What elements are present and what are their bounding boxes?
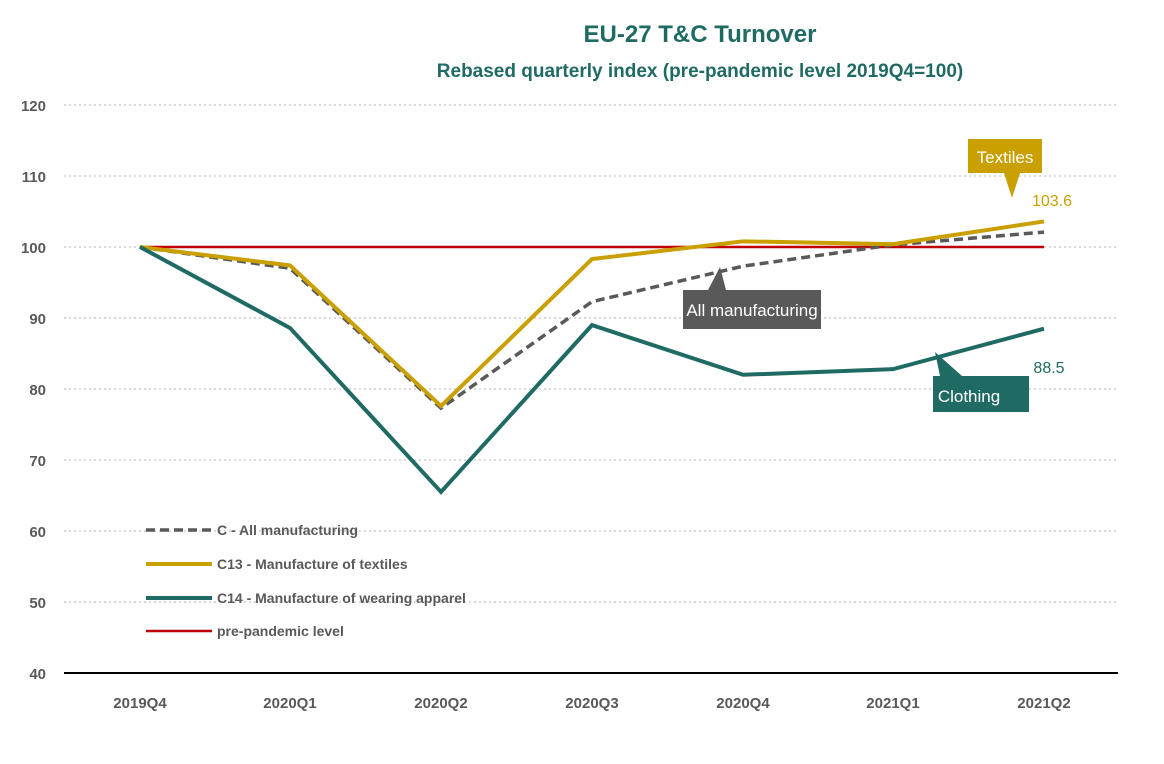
data-label-clothing-2021q2: 88.5 xyxy=(1033,360,1064,377)
y-tick-label: 120 xyxy=(21,98,46,115)
callouts: Textiles All manufacturing Clothing 103.6 88… xyxy=(683,139,1072,412)
legend-label: C14 - Manufacture of wearing apparel xyxy=(217,590,466,606)
series-line-2 xyxy=(139,245,1045,495)
y-tick-label: 100 xyxy=(21,240,46,257)
callout-box-all-manufacturing xyxy=(683,267,821,329)
callout-label-textiles: Textiles xyxy=(977,148,1034,167)
callout-box-clothing xyxy=(933,352,1029,412)
series-line-1 xyxy=(139,219,1045,409)
y-tick-label: 110 xyxy=(22,169,46,186)
x-tick-label: 2021Q2 xyxy=(1017,695,1070,712)
y-tick-label: 90 xyxy=(29,311,46,328)
y-axis-ticks: 40 50 60 70 80 90 100 110 120 xyxy=(21,98,46,683)
y-tick-label: 60 xyxy=(29,524,46,541)
x-tick-label: 2021Q1 xyxy=(866,695,919,712)
legend: C - All manufacturing C13 - Manufacture o… xyxy=(146,522,466,639)
x-tick-label: 2020Q4 xyxy=(716,695,770,712)
x-tick-label: 2020Q2 xyxy=(414,695,467,712)
chart-subtitle: Rebased quarterly index (pre-pandemic le… xyxy=(437,61,963,82)
callout-label-clothing: Clothing xyxy=(938,387,1000,406)
y-tick-label: 80 xyxy=(29,382,46,399)
chart-title: EU-27 T&C Turnover xyxy=(584,21,817,48)
gridlines xyxy=(64,104,1118,674)
callout-label-all-manufacturing: All manufacturing xyxy=(686,301,817,320)
x-tick-label: 2019Q4 xyxy=(113,695,167,712)
callout-box-textiles xyxy=(968,139,1042,198)
x-tick-label: 2020Q3 xyxy=(565,695,618,712)
data-label-textiles-2021q2: 103.6 xyxy=(1032,193,1072,210)
legend-label: C - All manufacturing xyxy=(217,522,358,538)
y-tick-label: 50 xyxy=(29,595,46,612)
y-tick-label: 70 xyxy=(29,453,46,470)
y-tick-label: 40 xyxy=(29,666,46,683)
series-lines xyxy=(139,219,1045,495)
x-axis-ticks: 2019Q4 2020Q1 2020Q2 2020Q3 2020Q4 2021Q1 2021… xyxy=(113,695,1070,712)
legend-label: pre-pandemic level xyxy=(217,623,344,639)
legend-label: C13 - Manufacture of textiles xyxy=(217,556,408,572)
x-tick-label: 2020Q1 xyxy=(263,695,316,712)
